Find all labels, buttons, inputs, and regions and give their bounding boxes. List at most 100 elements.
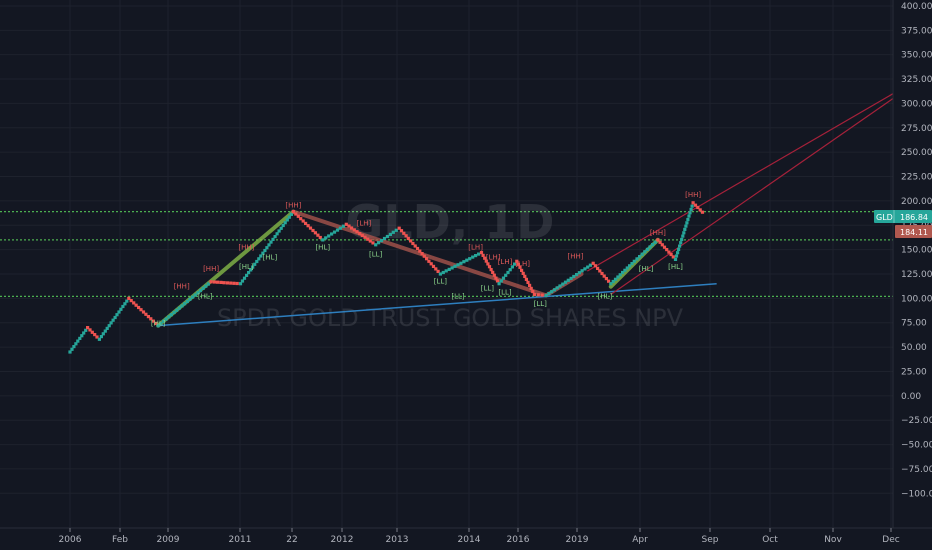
pivot-low-label: [LL] — [451, 292, 465, 300]
price-tick-label: 275.00 — [901, 124, 932, 134]
up-box — [552, 288, 557, 292]
down-box — [523, 274, 527, 278]
up-box — [283, 221, 287, 225]
ticker-label: GLD — [876, 213, 893, 222]
up-box — [630, 262, 634, 266]
up-box — [468, 257, 472, 261]
up-box — [177, 306, 181, 310]
up-box — [563, 280, 568, 284]
up-box — [201, 286, 205, 290]
up-box — [277, 229, 281, 233]
price-tick-label: −25.00 — [901, 416, 932, 426]
up-box — [586, 265, 590, 269]
down-box — [665, 248, 669, 252]
channel-line[interactable] — [610, 98, 894, 295]
time-tick-label: 2019 — [566, 535, 589, 545]
down-box — [404, 234, 408, 238]
support-trendline[interactable] — [158, 282, 717, 327]
up-box — [99, 335, 103, 339]
up-box — [653, 240, 657, 244]
price-axis[interactable]: 400.00 375.00 350.00 325.00 300.00 275.00 250.… — [901, 2, 932, 499]
down-box — [149, 317, 153, 321]
down-box — [658, 240, 662, 244]
down-box — [363, 235, 367, 239]
up-box — [450, 266, 454, 270]
up-box — [643, 250, 647, 254]
down-box — [212, 280, 216, 284]
up-box — [674, 254, 679, 258]
pivot-low-label: [HL] — [639, 265, 654, 273]
up-box — [561, 282, 565, 286]
down-box — [593, 264, 597, 268]
up-box — [249, 268, 253, 272]
up-box — [123, 302, 127, 306]
up-box — [263, 248, 267, 253]
up-box — [97, 337, 101, 341]
up-box — [125, 299, 129, 303]
up-box — [676, 251, 680, 255]
down-box — [127, 296, 131, 300]
up-box — [550, 290, 554, 294]
up-box — [618, 273, 622, 277]
up-box — [688, 211, 692, 215]
down-box — [431, 264, 436, 268]
up-box — [632, 259, 636, 263]
down-box — [494, 276, 498, 280]
up-box — [685, 221, 689, 225]
down-box — [90, 330, 94, 334]
up-box — [281, 223, 285, 228]
time-axis[interactable]: 2006 Feb 2009 2011 22 2012 2013 2014 2016 2019 Apr… — [59, 528, 900, 545]
up-box — [497, 282, 501, 286]
down-box — [294, 212, 298, 216]
last-price-label: 186.84 — [900, 213, 928, 222]
up-box — [68, 350, 72, 354]
up-box — [72, 345, 76, 349]
time-tick-label: Nov — [824, 535, 842, 545]
time-tick-label: Dec — [882, 535, 899, 545]
up-box — [321, 238, 325, 242]
time-tick-label: 2011 — [229, 535, 252, 545]
up-box — [271, 237, 275, 241]
up-box — [269, 240, 273, 244]
channel-lines[interactable] — [587, 93, 894, 295]
up-box — [105, 326, 109, 330]
pivot-low-label: [HL] — [263, 253, 278, 261]
down-box — [409, 239, 413, 243]
time-tick-label: Oct — [762, 535, 778, 545]
down-box — [219, 280, 223, 284]
down-box — [397, 226, 401, 230]
channel-line[interactable] — [587, 93, 894, 272]
price-tick-label: 50.00 — [901, 343, 927, 353]
up-box — [677, 247, 681, 251]
up-box — [686, 217, 690, 222]
up-box — [640, 252, 644, 256]
up-box — [380, 239, 384, 243]
down-box — [700, 210, 705, 214]
up-box — [84, 328, 88, 332]
pivot-high-label: [LH] — [515, 260, 530, 268]
up-box — [508, 268, 512, 272]
up-box — [76, 339, 80, 343]
up-box — [115, 313, 119, 317]
down-box — [415, 246, 420, 251]
pivot-low-label: [LL] — [481, 285, 495, 293]
down-box — [662, 245, 667, 249]
up-box — [648, 245, 652, 249]
up-box — [259, 254, 263, 258]
down-box — [656, 238, 660, 242]
down-box — [306, 224, 310, 228]
blue-trendline[interactable] — [158, 282, 717, 327]
pivot-high-label: [LH] — [486, 253, 501, 261]
up-box — [474, 254, 478, 258]
down-box — [436, 269, 440, 273]
pivot-low-label: [HL] — [198, 292, 213, 300]
up-box — [238, 282, 243, 286]
up-box — [191, 295, 195, 299]
down-box — [347, 224, 351, 228]
down-box — [154, 321, 158, 325]
down-box — [491, 270, 495, 274]
time-tick-label: 2012 — [331, 535, 354, 545]
down-box — [529, 286, 533, 290]
up-box — [510, 265, 514, 269]
